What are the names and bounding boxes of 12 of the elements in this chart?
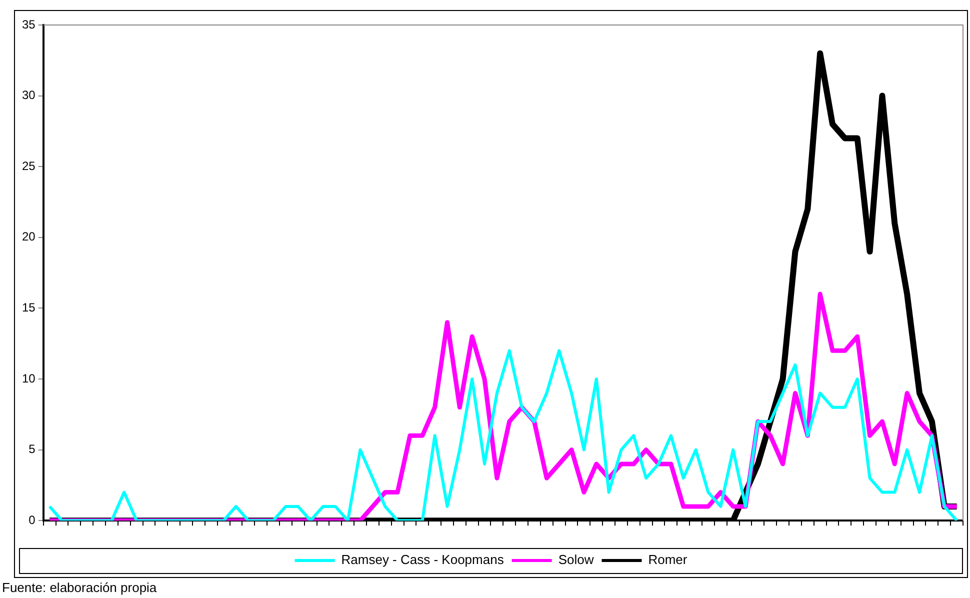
y-tick-label: 15 xyxy=(22,300,36,315)
legend-label: Ramsey - Cass - Koopmans xyxy=(341,552,504,568)
y-tick-label: 25 xyxy=(22,158,36,173)
source-note: Fuente: elaboración propia xyxy=(2,580,157,595)
y-tick-label: 5 xyxy=(28,442,36,456)
legend-label: Romer xyxy=(648,552,688,568)
y-tick-label: 20 xyxy=(22,230,36,244)
y-tick-label: 35 xyxy=(22,17,36,32)
legend-label: Solow xyxy=(558,552,594,568)
y-tick-label: 0 xyxy=(28,512,36,527)
y-tick-label: 10 xyxy=(22,371,36,386)
y-tick-label: 30 xyxy=(22,88,36,102)
